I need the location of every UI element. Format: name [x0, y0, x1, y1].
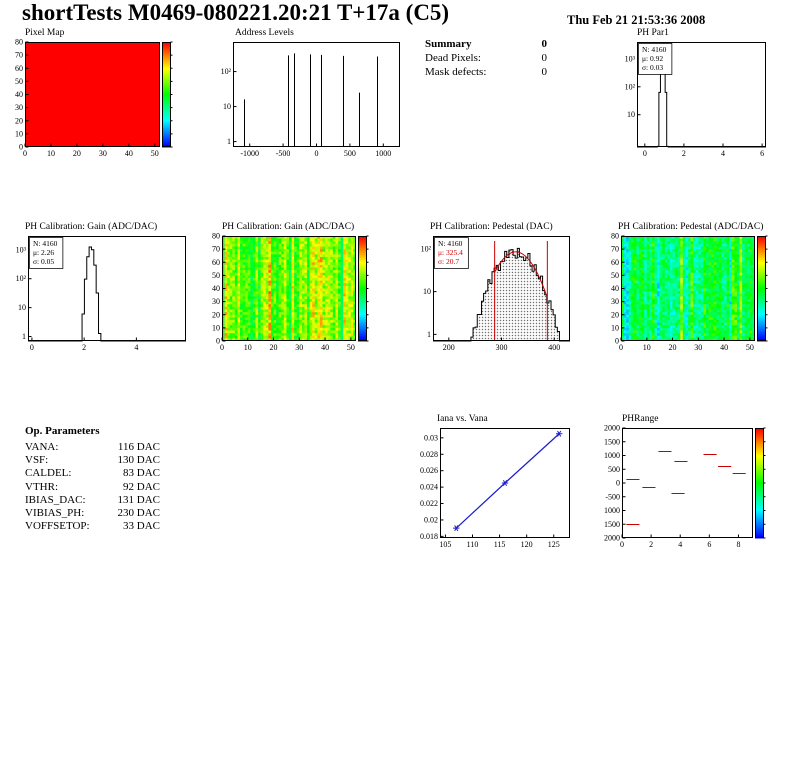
address-levels-title: Address Levels [235, 28, 294, 38]
voffsetop-label: VOFFSETOP: [25, 520, 90, 533]
vsf-value: 130 DAC [117, 454, 160, 467]
ph-par1-title: PH Par1 [637, 28, 669, 38]
dead-pixels-label: Dead Pixels: [425, 52, 481, 64]
timestamp: Thu Feb 21 21:53:36 2008 [567, 13, 706, 27]
vsf-label: VSF: [25, 454, 49, 467]
op-param-row-voffsetop: VOFFSETOP: 33 DAC [25, 520, 160, 533]
op-param-row-caldel: CALDEL: 83 DAC [25, 467, 160, 480]
vana-value: 116 DAC [117, 441, 160, 453]
iana-vs-vana-panel: Iana vs. Vana [416, 413, 574, 555]
op-parameters-block: Op. Parameters VANA: 116 DAC VSF: 130 DAC … [25, 425, 160, 533]
summary-block: Summary 0 Dead Pixels: 0 Mask defects: 0 [425, 37, 547, 79]
vana-label: VANA: [25, 441, 59, 453]
op-parameters-title: Op. Parameters [25, 425, 100, 437]
page-title: shortTests M0469-080221.20:21 T+17a (C5) [22, 0, 450, 25]
mask-defects-value: 0 [541, 66, 548, 78]
summary-header-row: Summary 0 [425, 37, 547, 51]
vibias-ph-label: VIBIAS_PH: [25, 507, 85, 520]
summary-title: Summary [425, 38, 472, 50]
gain-distribution-title: PH Calibration: Gain (ADC/DAC) [25, 222, 158, 232]
ph-par1-panel: PH Par1 [618, 27, 770, 164]
vthr-label: VTHR: [25, 480, 58, 493]
pedestal-distribution-plot [413, 233, 574, 358]
pixel-map-title: Pixel Map [25, 28, 65, 38]
dead-pixels-value: 0 [541, 52, 548, 64]
summary-row-dead-pixels: Dead Pixels: 0 [425, 51, 547, 65]
vibias-ph-value: 230 DAC [117, 507, 160, 520]
caldel-value: 83 DAC [123, 467, 160, 480]
voffsetop-value: 33 DAC [123, 520, 160, 533]
op-param-row-vsf: VSF: 130 DAC [25, 454, 160, 467]
op-param-row-ibias-dac: IBIAS_DAC: 131 DAC [25, 494, 160, 507]
iana-vs-vana-plot [416, 425, 574, 555]
ibias-dac-label: IBIAS_DAC: [25, 493, 86, 506]
pedestal-map-panel: PH Calibration: Pedestal (ADC/DAC) [603, 221, 769, 358]
ibias-dac-value: 131 DAC [117, 493, 160, 506]
pedestal-map-plot [603, 233, 769, 358]
ph-range-title: PHRange [622, 414, 659, 424]
ph-range-plot [596, 425, 770, 555]
pedestal-distribution-title: PH Calibration: Pedestal (DAC) [430, 222, 553, 232]
gain-distribution-plot [8, 233, 190, 358]
ph-range-panel: PHRange [596, 413, 770, 555]
gain-distribution-panel: PH Calibration: Gain (ADC/DAC) [8, 221, 190, 358]
vthr-value: 92 DAC [123, 480, 160, 493]
op-param-row-vthr: VTHR: 92 DAC [25, 481, 160, 494]
ph-par1-plot [618, 39, 770, 164]
gain-map-title: PH Calibration: Gain (ADC/DAC) [222, 222, 355, 232]
mask-defects-label: Mask defects: [425, 66, 487, 78]
summary-row-mask-defects: Mask defects: 0 [425, 65, 547, 79]
pedestal-map-title: PH Calibration: Pedestal (ADC/DAC) [618, 222, 764, 232]
summary-value: 0 [541, 38, 548, 50]
pedestal-distribution-panel: PH Calibration: Pedestal (DAC) [413, 221, 574, 358]
op-param-row-vana: VANA: 116 DAC [25, 441, 160, 454]
address-levels-plot [215, 39, 405, 164]
pixel-map-panel: Pixel Map [6, 27, 178, 164]
op-param-row-vibias-ph: VIBIAS_PH: 230 DAC [25, 507, 160, 520]
gain-map-plot [204, 233, 370, 358]
caldel-label: CALDEL: [25, 467, 72, 480]
gain-map-panel: PH Calibration: Gain (ADC/DAC) [204, 221, 370, 358]
pixel-map-plot [6, 39, 178, 164]
iana-vs-vana-title: Iana vs. Vana [437, 414, 488, 424]
address-levels-panel: Address Levels [215, 27, 405, 164]
